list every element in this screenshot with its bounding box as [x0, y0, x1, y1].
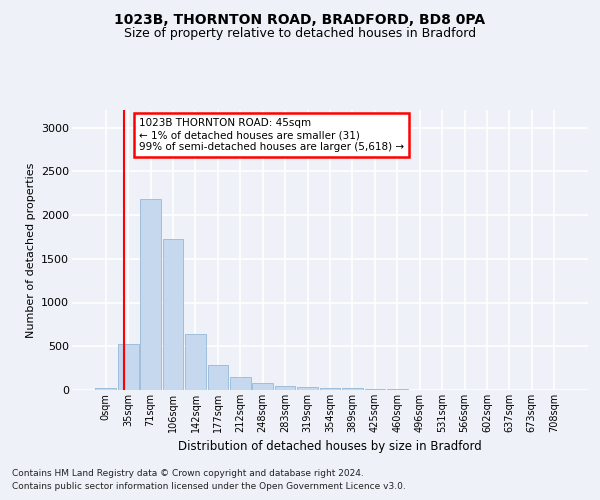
Bar: [297, 387, 318, 390]
Text: Size of property relative to detached houses in Bradford: Size of property relative to detached ho…: [124, 28, 476, 40]
Text: Contains public sector information licensed under the Open Government Licence v3: Contains public sector information licen…: [12, 482, 406, 491]
Bar: [275, 386, 295, 390]
Bar: [163, 240, 184, 390]
Text: 1023B THORNTON ROAD: 45sqm
← 1% of detached houses are smaller (31)
99% of semi-: 1023B THORNTON ROAD: 45sqm ← 1% of detac…: [139, 118, 404, 152]
Bar: [320, 388, 340, 390]
Bar: [253, 384, 273, 390]
Bar: [118, 344, 139, 390]
Bar: [140, 199, 161, 390]
Bar: [342, 388, 363, 390]
Text: Contains HM Land Registry data © Crown copyright and database right 2024.: Contains HM Land Registry data © Crown c…: [12, 468, 364, 477]
X-axis label: Distribution of detached houses by size in Bradford: Distribution of detached houses by size …: [178, 440, 482, 454]
Bar: [95, 388, 116, 390]
Y-axis label: Number of detached properties: Number of detached properties: [26, 162, 35, 338]
Bar: [365, 388, 385, 390]
Bar: [230, 377, 251, 390]
Bar: [208, 365, 228, 390]
Text: 1023B, THORNTON ROAD, BRADFORD, BD8 0PA: 1023B, THORNTON ROAD, BRADFORD, BD8 0PA: [115, 12, 485, 26]
Bar: [185, 334, 206, 390]
